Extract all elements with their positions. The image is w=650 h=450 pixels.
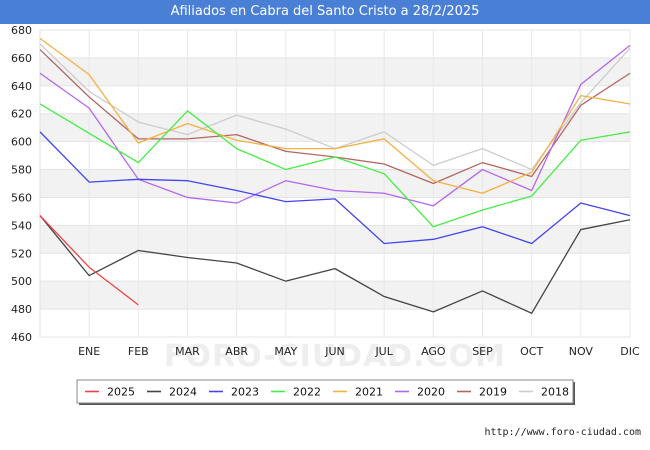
y-tick-label: 580 — [11, 164, 32, 177]
title-bar — [0, 0, 650, 24]
y-tick-label: 560 — [11, 191, 32, 204]
x-tick-label: JUL — [374, 345, 393, 358]
y-tick-label: 460 — [11, 331, 32, 344]
legend-label-2020: 2020 — [417, 386, 445, 399]
x-tick-label: ENE — [78, 345, 100, 358]
series-lines — [39, 37, 631, 314]
legend-label-2021: 2021 — [355, 386, 383, 399]
series-line-2024 — [39, 215, 631, 314]
x-tick-label: AGO — [421, 345, 446, 358]
legend-label-2023: 2023 — [231, 386, 259, 399]
x-tick-label: MAY — [274, 345, 297, 358]
x-tick-label: JUN — [324, 345, 345, 358]
y-tick-label: 680 — [11, 24, 32, 37]
x-tick-label: ABR — [225, 345, 248, 358]
x-tick-label: FEB — [128, 345, 149, 358]
legend-label-2018: 2018 — [541, 386, 569, 399]
series-line-2023 — [39, 131, 631, 245]
legend-box — [76, 379, 574, 404]
x-tick-label: OCT — [520, 345, 543, 358]
x-tick-label: SEP — [472, 345, 493, 358]
x-tick-label: DIC — [620, 345, 640, 358]
legend: 2025 2024 2023 2022 2021 2020 2019 2018 — [76, 379, 575, 405]
watermark: FORO-CIUDAD.COM — [164, 339, 506, 374]
series-line-2025 — [39, 215, 139, 306]
y-tick-label: 500 — [11, 275, 32, 288]
y-tick-label: 660 — [11, 52, 32, 65]
y-tick-label: 520 — [11, 247, 32, 260]
source-url: http://www.foro-ciudad.com — [484, 427, 641, 438]
y-tick-label: 620 — [11, 108, 32, 121]
legend-label-2022: 2022 — [293, 386, 321, 399]
y-tick-label: 600 — [11, 136, 32, 149]
y-tick-label: 640 — [11, 80, 32, 93]
series-line-2021 — [39, 37, 631, 194]
chart-title: Afiliados en Cabra del Santo Cristo a 28… — [170, 4, 480, 19]
x-axis: ENE FEB MAR ABR MAY JUN JUL AGO SEP OCT NOV DIC — [78, 30, 640, 358]
y-tick-label: 480 — [11, 303, 32, 316]
legend-label-2025: 2025 — [107, 386, 135, 399]
x-tick-label: NOV — [569, 345, 594, 358]
x-tick-label: MAR — [175, 345, 200, 358]
series-line-2022 — [39, 103, 631, 228]
legend-label-2019: 2019 — [479, 386, 507, 399]
legend-label-2024: 2024 — [169, 386, 197, 399]
y-tick-label: 540 — [11, 219, 32, 232]
